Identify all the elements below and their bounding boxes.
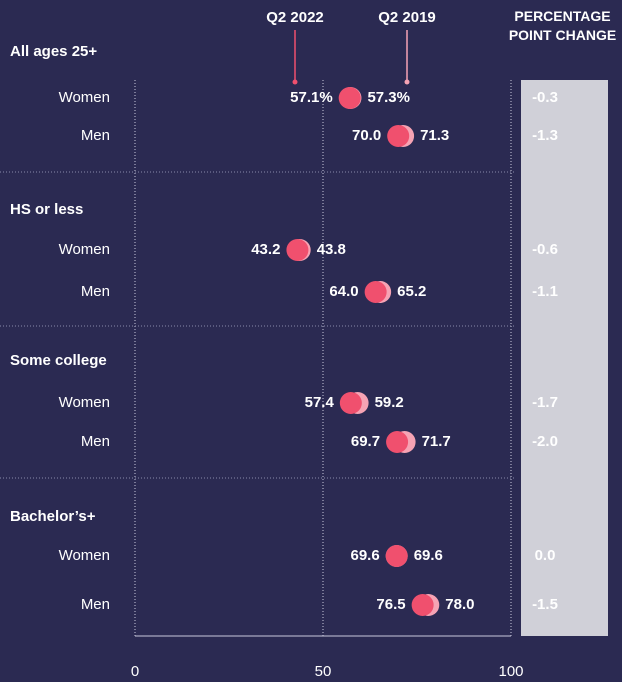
value-label: 70.0 <box>352 127 381 144</box>
legend-marker <box>404 79 410 85</box>
legend-marker <box>292 79 298 85</box>
dot <box>386 431 409 453</box>
x-tick-label: 50 <box>315 663 332 680</box>
change-label: 0.0 <box>535 547 556 564</box>
value-label: 69.7 <box>351 433 380 450</box>
x-tick-label: 0 <box>131 663 139 680</box>
x-tick-label: 100 <box>498 663 523 680</box>
value-label: 69.6 <box>350 547 379 564</box>
legend-label: Q2 2022 <box>266 9 324 26</box>
row-label: Women <box>59 241 110 258</box>
group-label: HS or less <box>10 201 83 218</box>
row-label: Men <box>81 433 110 450</box>
row-label: Men <box>81 283 110 300</box>
value-label: 71.7 <box>422 433 451 450</box>
value-label: 76.5 <box>376 596 405 613</box>
value-label: 69.6 <box>414 547 443 564</box>
value-label: 65.2 <box>397 283 426 300</box>
value-label: 43.8 <box>317 241 346 258</box>
dot <box>411 594 434 616</box>
change-label: -2.0 <box>532 433 558 450</box>
row-label: Women <box>59 547 110 564</box>
value-label: 43.2 <box>251 241 280 258</box>
value-label: 71.3 <box>420 127 449 144</box>
value-label: 78.0 <box>445 596 474 613</box>
group-label: Some college <box>10 352 107 369</box>
legend-label: Q2 2019 <box>378 9 436 26</box>
row-label: Men <box>81 596 110 613</box>
change-label: -1.3 <box>532 127 558 144</box>
dot <box>286 239 309 261</box>
change-label: -0.3 <box>532 89 558 106</box>
row-label: Women <box>59 89 110 106</box>
change-label: -1.7 <box>532 394 558 411</box>
change-title: PERCENTAGE POINT CHANGE <box>508 8 617 43</box>
dot <box>364 281 387 303</box>
value-label: 57.3% <box>367 89 410 106</box>
change-column <box>521 80 608 636</box>
group-label: All ages 25+ <box>10 43 97 60</box>
value-label: 59.2 <box>375 394 404 411</box>
dot <box>338 87 361 109</box>
dot <box>385 545 408 567</box>
change-label: -1.5 <box>532 596 558 613</box>
dot <box>339 392 362 414</box>
row-label: Men <box>81 127 110 144</box>
row-label: Women <box>59 394 110 411</box>
change-label: -0.6 <box>532 241 558 258</box>
value-label: 64.0 <box>329 283 358 300</box>
value-label: 57.1% <box>290 89 333 106</box>
change-label: -1.1 <box>532 283 558 300</box>
value-label: 57.4 <box>305 394 335 411</box>
dot <box>387 125 410 147</box>
group-label: Bachelor’s+ <box>10 508 96 525</box>
